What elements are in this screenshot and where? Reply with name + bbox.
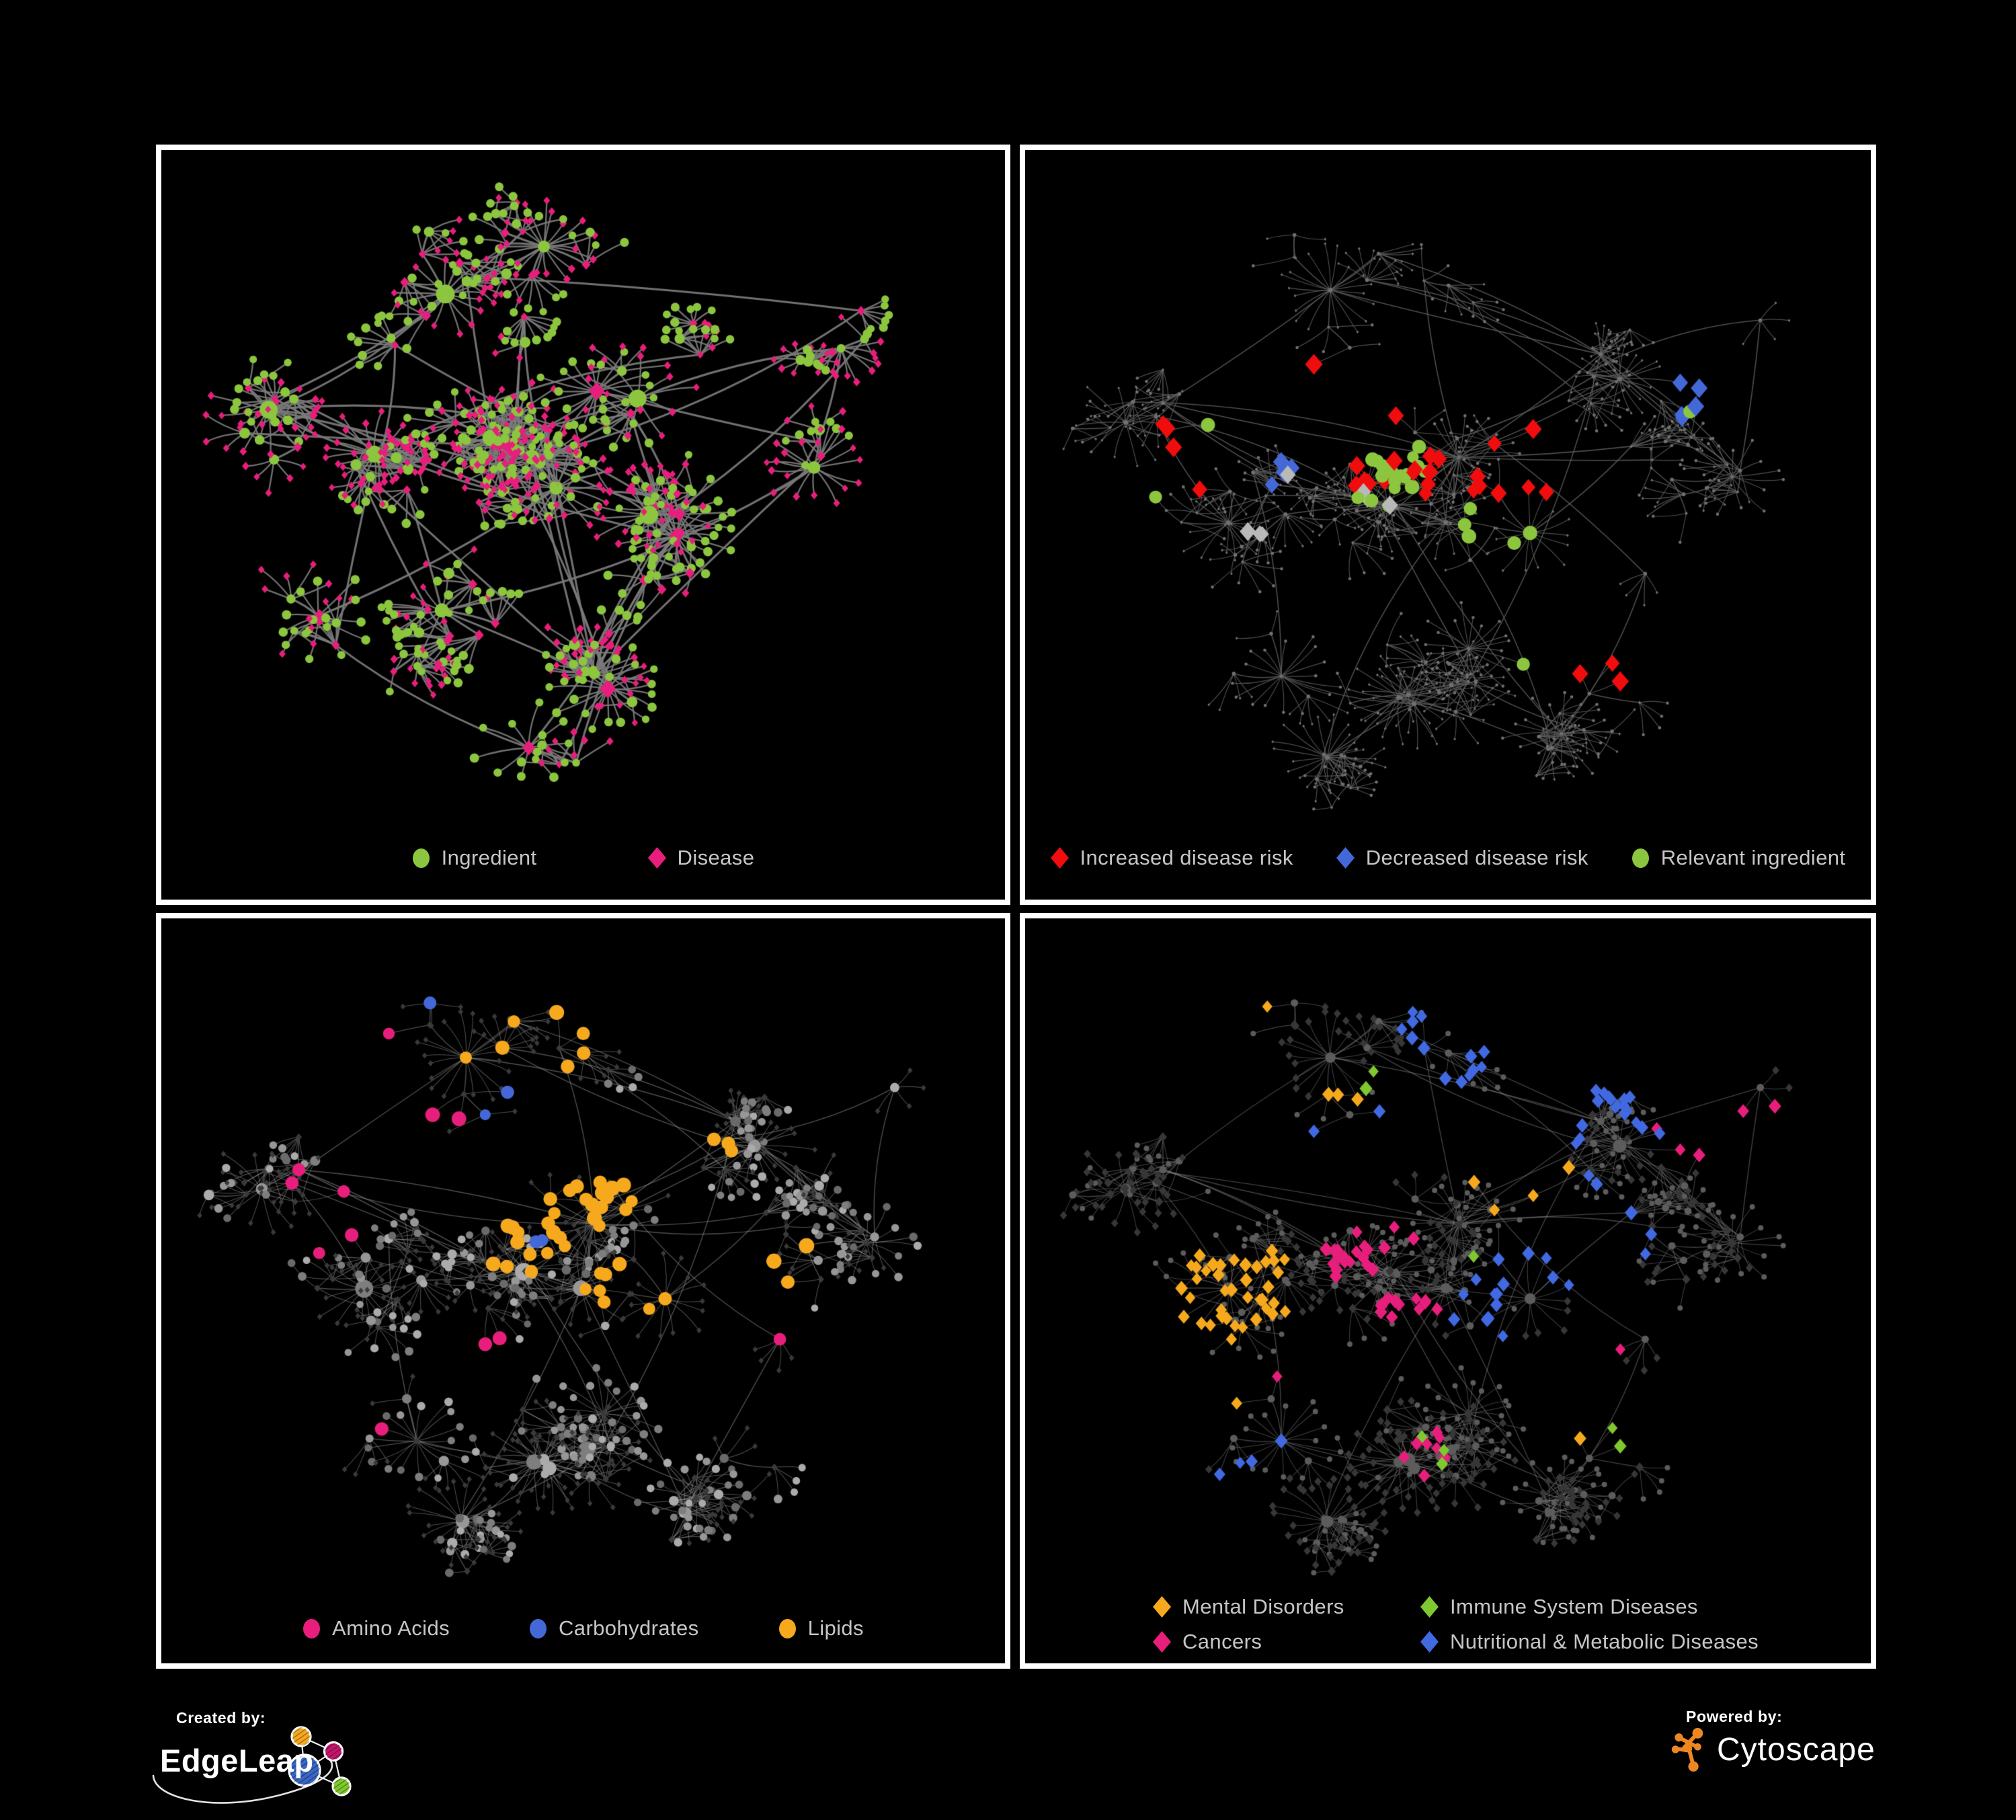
network-canvas-ingredient-classes	[161, 918, 1005, 1663]
ingredient-legend-icon	[412, 848, 430, 868]
legend-label: Relevant ingredient	[1660, 846, 1846, 869]
cytoscape-glyph-icon	[1671, 1728, 1703, 1772]
legend-item-lipids: Lipids	[778, 1616, 864, 1640]
legend-item-relevant-ingredient: Relevant ingredient	[1631, 846, 1846, 870]
edgeleap-glyph-icon	[288, 1726, 352, 1796]
cytoscape-brand-text: Cytoscape	[1717, 1731, 1876, 1768]
legend-item-increased-risk: Increased disease risk	[1050, 846, 1293, 870]
legend-item-disease: Disease	[647, 846, 755, 870]
carbohydrates-legend-icon	[530, 1618, 547, 1638]
edgeleap-swoosh	[152, 1759, 333, 1804]
legend-label: Carbohydrates	[559, 1616, 699, 1640]
panel-disease-classes-network: Mental Disorders Immune System Diseases …	[1020, 913, 1876, 1669]
decreased-risk-legend-icon	[1336, 847, 1355, 869]
disease-legend-icon	[647, 847, 666, 869]
immune-system-diseases-legend-icon	[1420, 1596, 1439, 1618]
legend-item-decreased-risk: Decreased disease risk	[1336, 846, 1588, 870]
panel-ingredient-disease-network: Ingredient Disease	[156, 145, 1010, 905]
legend-label: Increased disease risk	[1080, 846, 1293, 869]
edgeleap-brand-text: EdgeLeap	[160, 1743, 314, 1778]
legend-item-mental-disorders: Mental Disorders	[1153, 1595, 1420, 1619]
legend-label: Amino Acids	[332, 1616, 450, 1640]
legend-item-immune-system-diseases: Immune System Diseases	[1420, 1595, 1759, 1619]
legend-item-cancers: Cancers	[1153, 1630, 1420, 1654]
created-by-label: Created by:	[176, 1709, 266, 1727]
network-canvas-disease-classes	[1025, 918, 1871, 1663]
network-canvas-ingredient-disease	[161, 150, 1005, 900]
legend-label: Nutritional & Metabolic Diseases	[1450, 1630, 1759, 1653]
legend-item-nutritional-metabolic-diseases: Nutritional & Metabolic Diseases	[1420, 1630, 1759, 1654]
legend-disease-classes: Mental Disorders Immune System Diseases …	[1153, 1595, 1759, 1654]
legend-label: Immune System Diseases	[1450, 1595, 1698, 1618]
legend-label: Mental Disorders	[1182, 1595, 1344, 1618]
legend-item-carbohydrates: Carbohydrates	[529, 1616, 699, 1640]
panel-ingredient-classes-network: Amino Acids Carbohydrates Lipids	[156, 913, 1010, 1669]
legend-ingredient-disease: Ingredient Disease	[161, 846, 1005, 870]
network-canvas-disease-risk	[1025, 150, 1871, 900]
legend-item-ingredient: Ingredient	[412, 846, 537, 870]
legend-item-amino-acids: Amino Acids	[303, 1616, 450, 1640]
edgeleap-logo: Created by: EdgeLeap	[152, 1709, 508, 1810]
powered-by-label: Powered by:	[1686, 1708, 1783, 1725]
legend-label: Ingredient	[441, 846, 537, 869]
amino-acids-legend-icon	[303, 1618, 321, 1638]
legend-label: Lipids	[807, 1616, 864, 1640]
increased-risk-legend-icon	[1050, 847, 1069, 869]
legend-ingredient-classes: Amino Acids Carbohydrates Lipids	[161, 1616, 1005, 1640]
panel-disease-risk-network: Increased disease risk Decreased disease…	[1020, 145, 1876, 905]
legend-label: Disease	[677, 846, 755, 869]
legend-label: Cancers	[1182, 1630, 1262, 1653]
mental-disorders-legend-icon	[1153, 1596, 1171, 1618]
cancers-legend-icon	[1153, 1631, 1171, 1653]
legend-disease-risk: Increased disease risk Decreased disease…	[1025, 846, 1871, 870]
lipids-legend-icon	[778, 1618, 796, 1638]
cytoscape-logo: Powered by: Cytoscape	[1671, 1708, 1994, 1802]
edgeleap-brand: EdgeLeap	[152, 1726, 508, 1804]
legend-label: Decreased disease risk	[1365, 846, 1588, 869]
relevant-ingredient-legend-icon	[1631, 848, 1649, 868]
nutritional-metabolic-diseases-legend-icon	[1420, 1631, 1439, 1653]
